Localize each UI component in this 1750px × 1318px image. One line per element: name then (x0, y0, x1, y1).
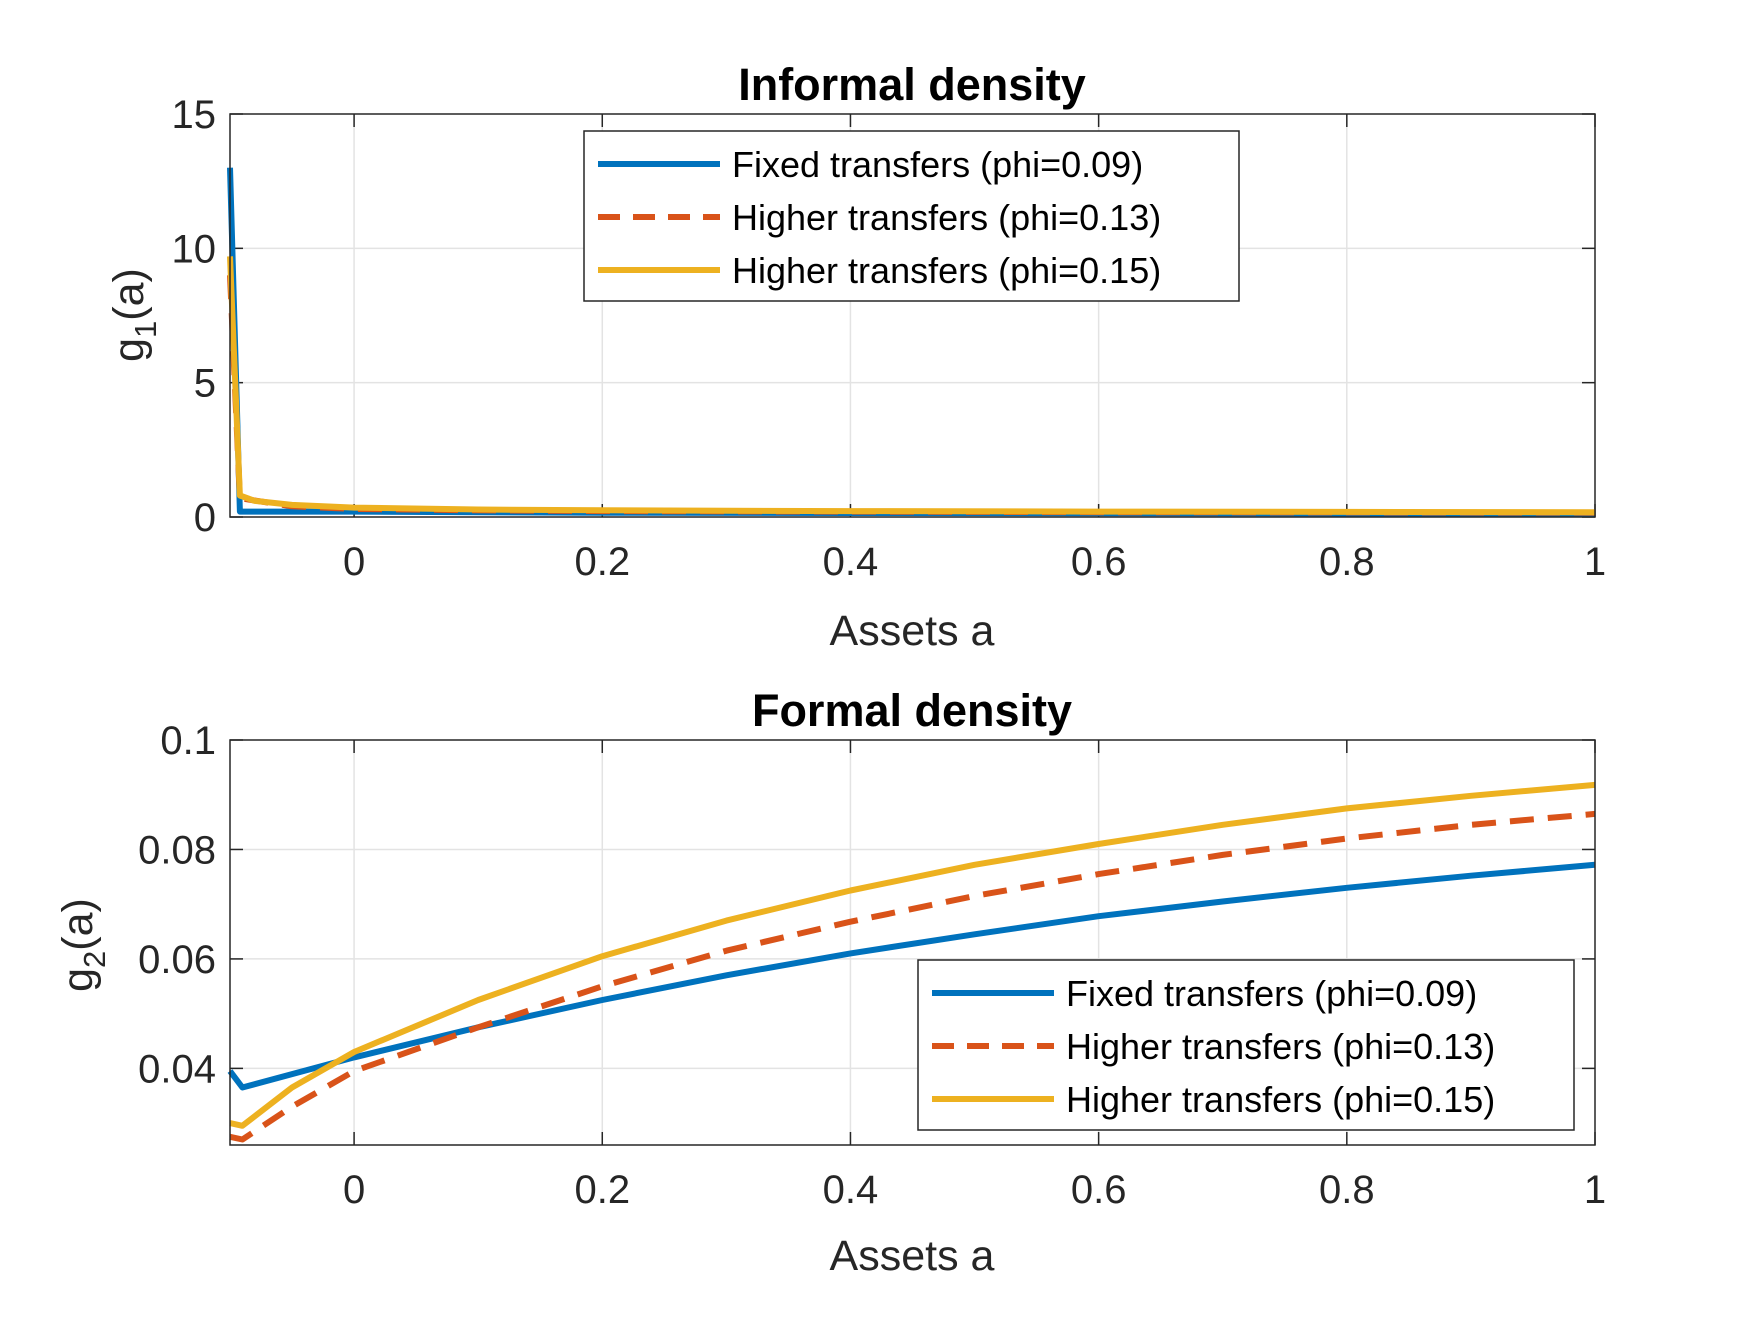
y-axis-label-main: g (54, 968, 102, 992)
y-tick-label: 0.04 (138, 1047, 216, 1091)
x-tick-labels: 0 0.2 0.4 0.6 0.8 1 (343, 1168, 1606, 1212)
legend-label-fixed-transfers: Fixed transfers (phi=0.09) (732, 144, 1143, 185)
x-tick-label: 0.2 (574, 540, 630, 584)
x-axis-label: Assets a (830, 1232, 995, 1280)
x-axis-label: Assets a (830, 607, 995, 655)
x-tick-label: 0.6 (1071, 1168, 1127, 1212)
chart-title: Formal density (752, 685, 1072, 736)
y-tick-label: 0.06 (138, 938, 216, 982)
series-line-higher-transfers-phi-0-15 (227, 256, 1596, 516)
series-line-fixed-transfers-phi-0-09 (227, 861, 1596, 1091)
x-tick-label: 0.4 (823, 540, 879, 584)
series-lines (227, 781, 1596, 1143)
x-tick-label: 0.4 (823, 1168, 879, 1212)
axes-box (229, 739, 1596, 1146)
y-tick-label: 15 (172, 93, 217, 137)
x-tick-label: 0.8 (1319, 540, 1375, 584)
panel-informal-density: 0 0.2 0.4 0.6 0.8 1 0 5 10 15 Informal density A… (105, 59, 1606, 655)
legend-label-higher-transfers-013: Higher transfers (phi=0.13) (1066, 1026, 1495, 1067)
axes-box (229, 113, 1596, 518)
panel-formal-density: 0 0.2 0.4 0.6 0.8 1 0.04 0.06 0.08 0.1 Formal de… (54, 685, 1606, 1280)
legend-label-higher-transfers-013: Higher transfers (phi=0.13) (732, 197, 1161, 238)
x-tick-label: 0 (343, 1168, 365, 1212)
legend: Fixed transfers (phi=0.09) Higher transf… (917, 959, 1575, 1131)
series-line-higher-transfers-phi-0-15 (229, 781, 1596, 1129)
y-axis-label-main: g (105, 338, 153, 362)
legend-label-fixed-transfers: Fixed transfers (phi=0.09) (1066, 973, 1477, 1014)
series-lines (227, 167, 1596, 517)
x-tick-label: 0.6 (1071, 540, 1127, 584)
y-axis-label-tail: (a) (105, 268, 153, 321)
chart-title: Informal density (738, 59, 1086, 110)
series-line-higher-transfers-phi-0-13 (229, 810, 1596, 1143)
y-tick-label: 0.1 (160, 719, 216, 763)
x-tick-label: 1 (1584, 540, 1606, 584)
legend-label-higher-transfers-015: Higher transfers (phi=0.15) (732, 250, 1161, 291)
y-tick-labels: 0.04 0.06 0.08 0.1 (138, 719, 216, 1091)
legend: Fixed transfers (phi=0.09) Higher transf… (583, 130, 1240, 302)
y-axis-label-subscript: 1 (128, 321, 163, 338)
y-tick-label: 10 (172, 227, 217, 271)
y-tick-label: 0 (194, 496, 216, 540)
x-tick-label: 0 (343, 540, 365, 584)
x-tick-labels: 0 0.2 0.4 0.6 0.8 1 (343, 540, 1606, 584)
y-axis-label-subscript: 2 (77, 951, 112, 968)
legend-label-higher-transfers-015: Higher transfers (phi=0.15) (1066, 1079, 1495, 1120)
x-tick-label: 1 (1584, 1168, 1606, 1212)
y-axis-label: g2(a) (54, 898, 112, 992)
y-axis-label: g1(a) (105, 268, 163, 362)
y-tick-labels: 0 5 10 15 (172, 93, 217, 540)
y-tick-label: 0.08 (138, 828, 216, 872)
x-tick-label: 0.2 (574, 1168, 630, 1212)
y-axis-label-tail: (a) (54, 898, 102, 951)
y-tick-label: 5 (194, 362, 216, 406)
x-tick-label: 0.8 (1319, 1168, 1375, 1212)
